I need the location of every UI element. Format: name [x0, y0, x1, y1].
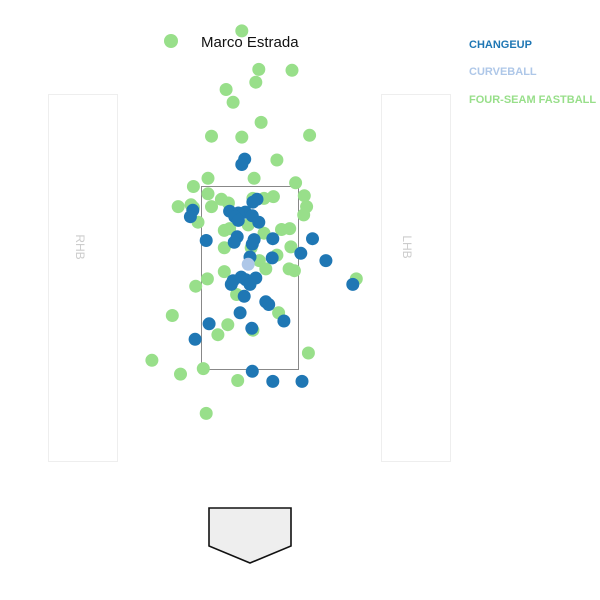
- pitch-points: [145, 24, 363, 420]
- lhb-batter-box: [381, 94, 451, 462]
- four-seam-fastball-point-3: [249, 75, 263, 89]
- changeup-point-37: [245, 321, 259, 335]
- changeup-point-21: [265, 251, 279, 265]
- changeup-point-33: [262, 298, 276, 311]
- four-seam-fastball-point-16: [297, 189, 311, 203]
- four-seam-fastball-point-55: [196, 362, 210, 376]
- four-seam-fastball-point-9: [303, 128, 317, 142]
- four-seam-fastball-point-57: [231, 374, 245, 387]
- changeup-point-41: [295, 374, 309, 388]
- legend-pitcher-marker: [164, 34, 178, 48]
- changeup-point-29: [243, 277, 257, 291]
- legend-entry-four-seam-fastball: FOUR-SEAM FASTBALL: [469, 94, 596, 106]
- four-seam-fastball-point-11: [247, 171, 261, 185]
- home-plate: [208, 507, 292, 564]
- changeup-point-34: [233, 306, 247, 320]
- four-seam-fastball-point-37: [284, 240, 298, 254]
- rhb-label: RHB: [73, 234, 87, 259]
- four-seam-fastball-point-15: [201, 187, 215, 201]
- changeup-point-30: [346, 277, 360, 291]
- four-seam-fastball-point-1: [252, 62, 266, 76]
- four-seam-fastball-point-53: [301, 346, 315, 360]
- four-seam-fastball-point-2: [285, 63, 299, 77]
- changeup-point-20: [294, 246, 308, 260]
- legend-entry-changeup: CHANGEUP: [469, 39, 532, 51]
- four-seam-fastball-point-12: [201, 171, 215, 185]
- four-seam-fastball-point-27: [297, 208, 311, 222]
- changeup-point-19: [245, 237, 259, 251]
- four-seam-fastball-point-42: [217, 265, 231, 279]
- four-seam-fastball-point-54: [145, 353, 159, 367]
- four-seam-fastball-point-58: [199, 406, 213, 420]
- four-seam-fastball-point-0: [235, 24, 249, 38]
- changeup-point-16: [306, 232, 319, 246]
- four-seam-fastball-point-35: [217, 241, 231, 255]
- changeup-point-18: [227, 235, 241, 249]
- changeup-point-10: [183, 210, 197, 224]
- four-seam-fastball-point-13: [289, 176, 303, 190]
- four-seam-fastball-point-49: [165, 309, 179, 322]
- changeup-point-17: [199, 234, 213, 247]
- four-seam-fastball-point-24: [205, 200, 218, 214]
- changeup-point-28: [224, 277, 238, 291]
- legend-entry-curveball: CURVEBALL: [469, 66, 537, 78]
- lhb-label: LHB: [400, 235, 414, 258]
- rhb-batter-box: [48, 94, 118, 462]
- changeup-point-36: [202, 317, 216, 331]
- four-seam-fastball-point-50: [221, 318, 235, 332]
- four-seam-fastball-point-4: [219, 83, 233, 96]
- changeup-point-15: [266, 232, 280, 246]
- four-seam-fastball-point-31: [223, 222, 237, 236]
- changeup-point-3: [246, 195, 260, 209]
- changeup-point-12: [252, 215, 266, 229]
- four-seam-fastball-point-52: [211, 328, 225, 342]
- changeup-point-39: [245, 364, 259, 378]
- changeup-point-38: [188, 332, 202, 346]
- changeup-point-40: [266, 374, 280, 388]
- four-seam-fastball-point-6: [254, 115, 268, 129]
- changeup-point-11: [231, 213, 245, 227]
- four-seam-fastball-point-46: [189, 279, 203, 293]
- four-seam-fastball-point-5: [226, 95, 240, 109]
- four-seam-fastball-point-22: [171, 200, 185, 214]
- four-seam-fastball-point-41: [287, 264, 301, 278]
- four-seam-fastball-point-56: [174, 367, 187, 381]
- four-seam-fastball-point-14: [186, 180, 200, 193]
- changeup-point-35: [277, 314, 291, 328]
- changeup-point-1: [235, 158, 249, 171]
- four-seam-fastball-point-8: [235, 130, 249, 144]
- four-seam-fastball-point-18: [266, 190, 280, 204]
- changeup-point-31: [237, 289, 251, 303]
- changeup-point-23: [319, 254, 333, 268]
- four-seam-fastball-point-33: [283, 222, 297, 236]
- four-seam-fastball-point-10: [270, 153, 284, 167]
- legend-pitcher-name: Marco Estrada: [201, 34, 299, 51]
- curveball-point-0: [241, 257, 255, 271]
- four-seam-fastball-point-43: [259, 262, 273, 276]
- four-seam-fastball-point-7: [205, 129, 218, 143]
- four-seam-fastball-point-45: [200, 272, 214, 286]
